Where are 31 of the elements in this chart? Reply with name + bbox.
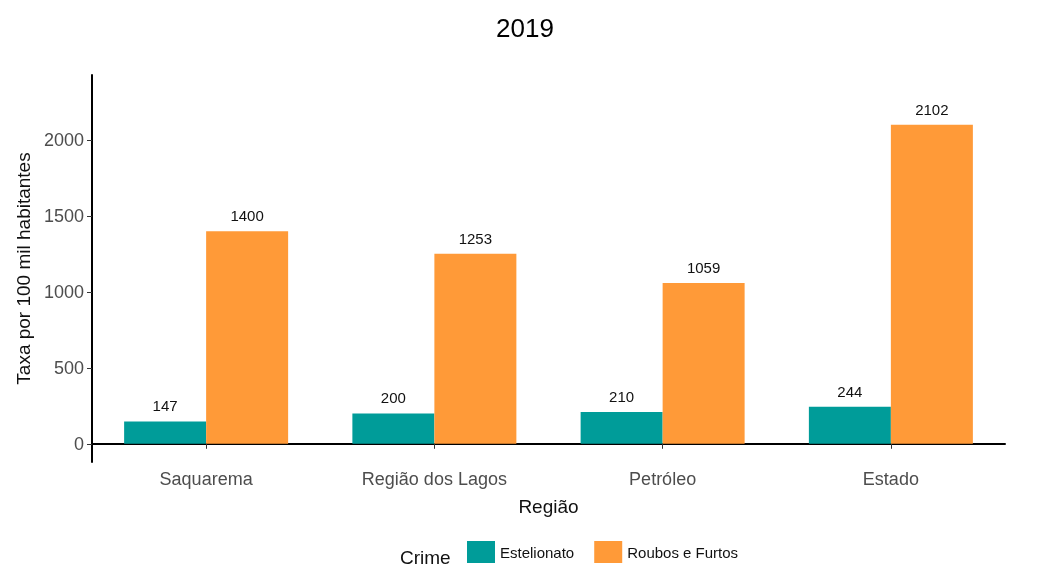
bar — [352, 413, 435, 444]
bar — [890, 124, 973, 444]
data-label: 200 — [380, 389, 406, 407]
y-tick-label: 500 — [53, 357, 84, 378]
data-label: 147 — [152, 397, 178, 415]
bar — [124, 421, 207, 444]
bar — [662, 283, 745, 444]
bar — [434, 253, 517, 444]
legend-title: Crime — [400, 547, 451, 568]
x-tick-label: Estado — [862, 469, 919, 489]
data-label: 244 — [837, 382, 863, 400]
y-axis-title: Taxa por 100 mil habitantes — [13, 152, 35, 385]
x-tick-label: Saquarema — [159, 469, 254, 489]
bar — [206, 231, 289, 444]
data-label: 210 — [609, 387, 635, 405]
legend-label: Estelionato — [500, 543, 575, 561]
y-tick-label: 2000 — [43, 130, 84, 151]
bar — [808, 406, 891, 444]
x-axis-title: Região — [518, 496, 579, 517]
x-tick-label: Região dos Lagos — [361, 469, 507, 489]
data-label: 1253 — [458, 229, 493, 247]
y-tick-label: 1500 — [43, 206, 84, 227]
data-label: 1400 — [230, 207, 264, 225]
data-label: 2102 — [915, 100, 949, 118]
x-tick-label: Petróleo — [629, 469, 697, 489]
y-tick-label: 1000 — [43, 282, 84, 303]
y-tick-label: 0 — [73, 433, 84, 454]
legend-label: Roubos e Furtos — [627, 543, 739, 561]
data-label: 1059 — [686, 259, 721, 277]
bar — [580, 411, 663, 444]
chart-title: 2019 — [496, 13, 554, 43]
